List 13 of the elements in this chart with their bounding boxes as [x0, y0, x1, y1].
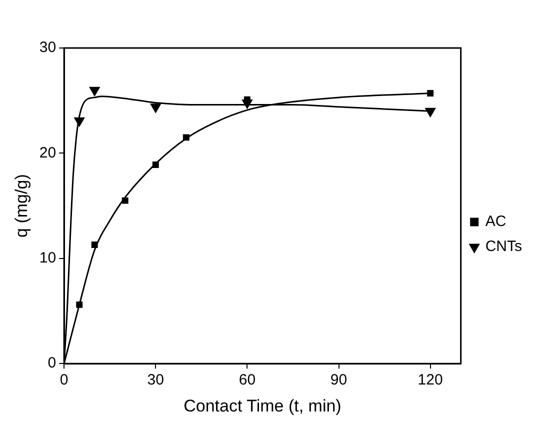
- y-tick-label: 30: [39, 39, 56, 56]
- x-tick-label: 90: [330, 372, 348, 389]
- y-tick-label: 10: [39, 250, 56, 267]
- y-tick-label: 0: [48, 354, 56, 372]
- legend-label: CNTs: [485, 238, 522, 256]
- x-tick-label: 30: [147, 372, 164, 389]
- y-axis-title: q (mg/g): [12, 174, 31, 238]
- y-tick-label: 20: [39, 144, 56, 162]
- legend-label: AC: [485, 213, 506, 230]
- x-tick-label: 0: [60, 372, 68, 389]
- x-tick-label: 60: [238, 372, 256, 389]
- x-tick-label: 120: [418, 372, 443, 389]
- x-axis-title: Contact Time (t, min): [184, 396, 342, 416]
